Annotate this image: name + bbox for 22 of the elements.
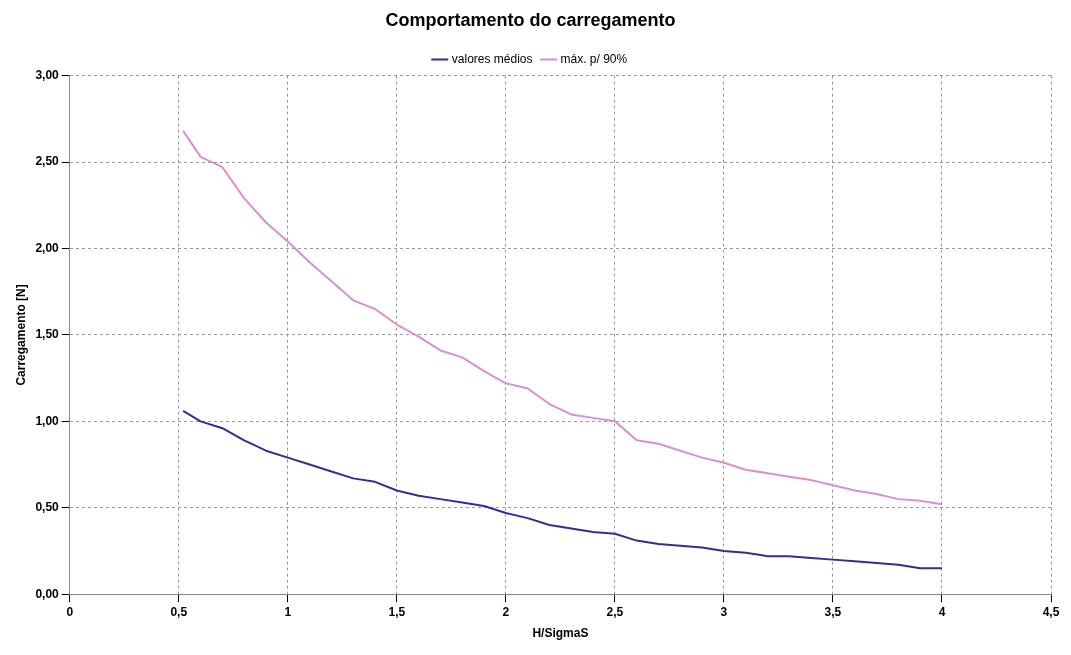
x-tick-label: 0,5 bbox=[170, 604, 188, 619]
legend-label: valores médios bbox=[451, 51, 533, 66]
y-axis-title: Carregamento [N] bbox=[13, 284, 28, 386]
y-tick-label: 2,00 bbox=[35, 240, 60, 255]
x-tick-label: 2 bbox=[502, 604, 510, 619]
y-tick-label: 1,00 bbox=[35, 413, 60, 428]
x-tick-label: 1 bbox=[284, 604, 292, 619]
y-tick-label: 0,00 bbox=[35, 586, 60, 601]
x-tick-label: 4 bbox=[938, 604, 946, 619]
y-tick-label: 1,50 bbox=[35, 327, 60, 342]
x-tick-label: 3 bbox=[720, 604, 728, 619]
x-tick-label: 1,5 bbox=[388, 604, 406, 619]
x-tick-label: 0 bbox=[66, 604, 74, 619]
x-tick-label: 3,5 bbox=[824, 604, 842, 619]
x-tick-label: 4,5 bbox=[1042, 604, 1060, 619]
legend-label: máx. p/ 90% bbox=[560, 51, 628, 66]
y-tick-label: 0,50 bbox=[35, 500, 60, 515]
x-axis-title: H/SigmaS bbox=[532, 626, 589, 641]
chart-title: Comportamento do carregamento bbox=[385, 9, 676, 30]
y-tick-label: 3,00 bbox=[35, 67, 60, 82]
y-tick-label: 2,50 bbox=[35, 154, 60, 169]
x-tick-label: 2,5 bbox=[606, 604, 624, 619]
